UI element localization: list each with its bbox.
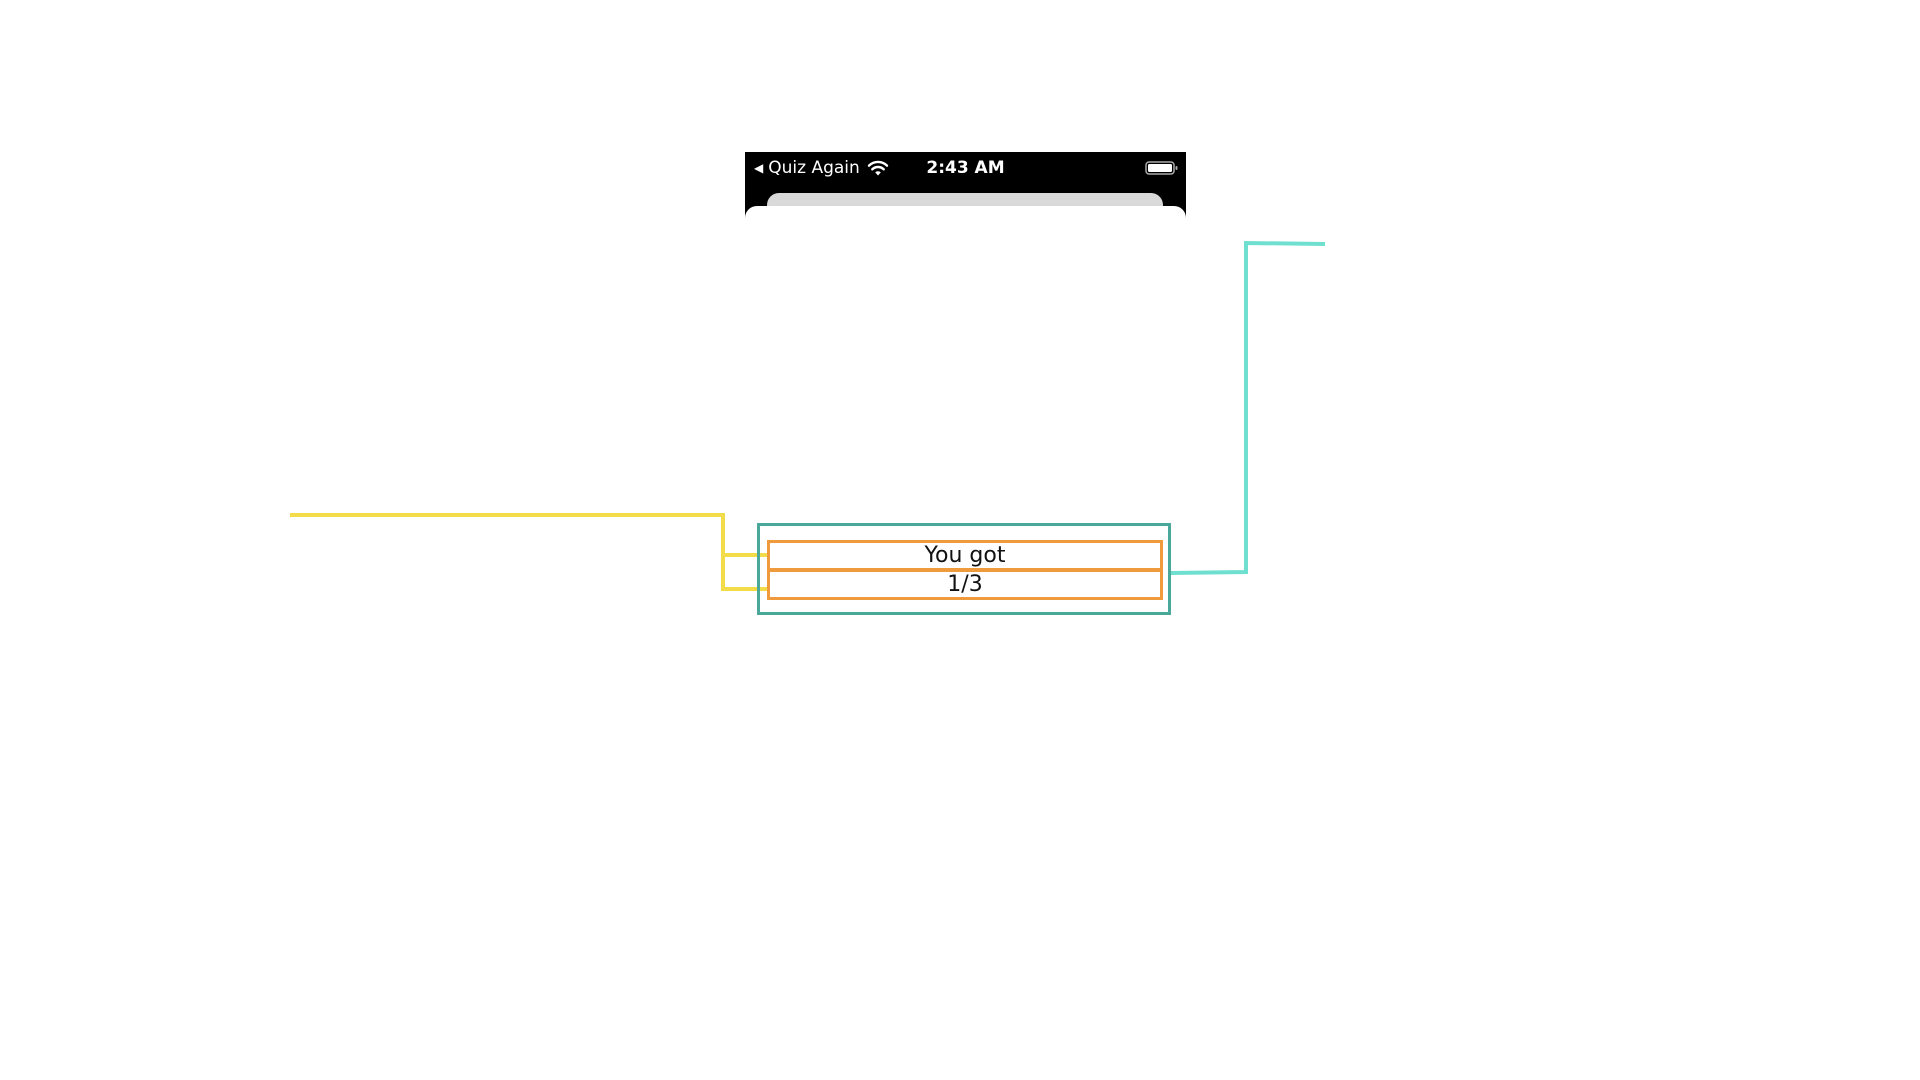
yellow-leader-line bbox=[290, 513, 767, 557]
result-container-outline bbox=[757, 523, 1171, 615]
phone-screen: ◀ Quiz Again 2:43 AM bbox=[745, 152, 1186, 980]
result-score: 1/3 bbox=[767, 569, 1163, 600]
teal-leader-line bbox=[1170, 240, 1326, 575]
battery-icon bbox=[1145, 161, 1178, 175]
back-to-app-link[interactable]: ◀ Quiz Again bbox=[754, 156, 889, 180]
result-line2-text: 1/3 bbox=[947, 572, 983, 597]
result-line1-text: You got bbox=[924, 543, 1006, 568]
modal-sheet bbox=[745, 206, 1186, 980]
back-caret-icon: ◀ bbox=[754, 161, 764, 175]
status-time: 2:43 AM bbox=[926, 158, 1005, 178]
back-app-label: Quiz Again bbox=[768, 158, 860, 178]
wifi-icon bbox=[867, 160, 888, 176]
result-label-you-got: You got bbox=[767, 540, 1163, 571]
